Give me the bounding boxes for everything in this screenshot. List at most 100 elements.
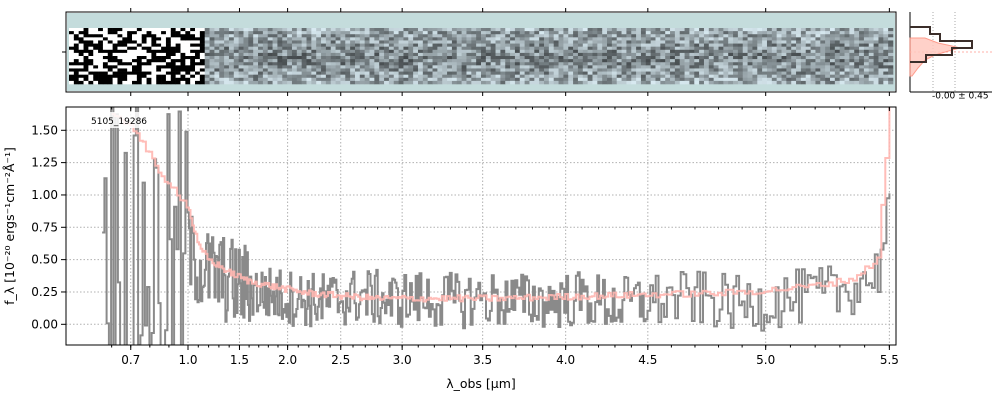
heatmap-cell bbox=[514, 52, 521, 57]
heatmap-cell bbox=[868, 49, 874, 54]
heatmap-cell bbox=[636, 43, 642, 47]
heatmap-cell bbox=[151, 80, 157, 85]
heatmap-cell bbox=[689, 68, 695, 72]
heatmap-cell bbox=[350, 71, 356, 75]
heatmap-cell bbox=[723, 62, 729, 66]
heatmap-cell bbox=[384, 59, 390, 63]
heatmap-cell bbox=[151, 74, 157, 79]
heatmap-cell bbox=[505, 34, 511, 38]
heatmap-cell bbox=[694, 34, 700, 38]
heatmap-cell bbox=[175, 37, 181, 41]
heatmap-cell bbox=[539, 59, 545, 63]
heatmap-cell bbox=[69, 49, 75, 54]
heatmap-cell bbox=[859, 52, 865, 57]
heatmap-cell bbox=[640, 49, 647, 54]
heatmap-cell bbox=[359, 62, 365, 66]
heatmap-cell bbox=[650, 59, 656, 63]
heatmap-cell bbox=[456, 62, 462, 66]
heatmap-cell bbox=[301, 46, 307, 51]
heatmap-cell bbox=[834, 56, 840, 60]
heatmap-cell bbox=[185, 62, 191, 66]
heatmap-cell bbox=[544, 62, 550, 66]
heatmap-cell bbox=[335, 37, 341, 41]
heatmap-cell bbox=[354, 49, 361, 54]
heatmap-cell bbox=[83, 74, 89, 79]
heatmap-cell bbox=[379, 56, 385, 60]
heatmap-cell bbox=[379, 59, 385, 63]
heatmap-cell bbox=[93, 43, 99, 47]
heatmap-cell bbox=[379, 49, 385, 54]
heatmap-cell bbox=[839, 80, 845, 85]
heatmap-cell bbox=[258, 77, 264, 82]
heatmap-cell bbox=[321, 28, 327, 32]
heatmap-cell bbox=[815, 77, 821, 82]
heatmap-cell bbox=[631, 62, 637, 66]
heatmap-cell bbox=[272, 68, 278, 72]
heatmap-cell bbox=[577, 52, 584, 57]
heatmap-cell bbox=[670, 28, 676, 32]
heatmap-cell bbox=[403, 43, 409, 47]
heatmap-cell bbox=[165, 31, 172, 35]
heatmap-cell bbox=[485, 52, 491, 57]
heatmap-cell bbox=[495, 49, 501, 54]
heatmap-cell bbox=[364, 28, 370, 32]
heatmap-cell bbox=[476, 34, 482, 38]
heatmap-cell bbox=[597, 43, 603, 47]
heatmap-cell bbox=[868, 68, 874, 72]
heatmap-cell bbox=[500, 68, 506, 72]
heatmap-cell bbox=[219, 80, 225, 85]
heatmap-cell bbox=[888, 40, 894, 44]
heatmap-cell bbox=[660, 40, 666, 44]
heatmap-cell bbox=[466, 65, 472, 69]
heatmap-cell bbox=[611, 28, 618, 32]
heatmap-cell bbox=[616, 80, 622, 85]
heatmap-cell bbox=[670, 77, 676, 82]
heatmap-cell bbox=[427, 31, 433, 35]
heatmap-cell bbox=[427, 74, 433, 79]
heatmap-cell bbox=[640, 80, 647, 85]
heatmap-cell bbox=[238, 56, 244, 60]
heatmap-cell bbox=[723, 40, 729, 44]
heatmap-cell bbox=[888, 77, 894, 82]
heatmap-cell bbox=[747, 52, 753, 57]
heatmap-cell bbox=[442, 74, 448, 79]
heatmap-cell bbox=[737, 62, 744, 66]
heatmap-cell bbox=[510, 59, 516, 63]
heatmap-cell bbox=[117, 56, 123, 60]
heatmap-cell bbox=[209, 65, 215, 69]
heatmap-cell bbox=[873, 80, 879, 85]
heatmap-cell bbox=[102, 77, 109, 82]
heatmap-cell bbox=[757, 49, 763, 54]
heatmap-cell bbox=[519, 49, 525, 54]
heatmap-cell bbox=[873, 34, 879, 38]
heatmap-cell bbox=[393, 59, 399, 63]
heatmap-cell bbox=[117, 80, 123, 85]
heatmap-cell bbox=[878, 46, 884, 51]
heatmap-cell bbox=[364, 52, 370, 57]
heatmap-cell bbox=[146, 74, 152, 79]
heatmap-cell bbox=[388, 28, 395, 32]
heatmap-cell bbox=[224, 40, 230, 44]
heatmap-cell bbox=[73, 56, 79, 60]
heatmap-cell bbox=[466, 62, 472, 66]
heatmap-cell bbox=[417, 68, 424, 72]
heatmap-cell bbox=[69, 34, 75, 38]
heatmap-cell bbox=[597, 80, 603, 85]
heatmap-cell bbox=[248, 43, 254, 47]
heatmap-cell bbox=[660, 74, 666, 79]
heatmap-cell bbox=[505, 52, 511, 57]
heatmap-cell bbox=[112, 40, 118, 44]
heatmap-cell bbox=[529, 49, 535, 54]
heatmap-cell bbox=[267, 74, 273, 79]
heatmap-cell bbox=[607, 52, 613, 57]
heatmap-cell bbox=[238, 37, 244, 41]
heatmap-cell bbox=[146, 71, 152, 75]
heatmap-cell bbox=[403, 68, 409, 72]
heatmap-cell bbox=[703, 65, 710, 69]
heatmap-cell bbox=[408, 77, 414, 82]
heatmap-cell bbox=[199, 71, 206, 75]
heatmap-cell bbox=[228, 80, 235, 85]
heatmap-cell bbox=[170, 65, 176, 69]
heatmap-cell bbox=[699, 71, 705, 75]
heatmap-cell bbox=[800, 62, 807, 66]
